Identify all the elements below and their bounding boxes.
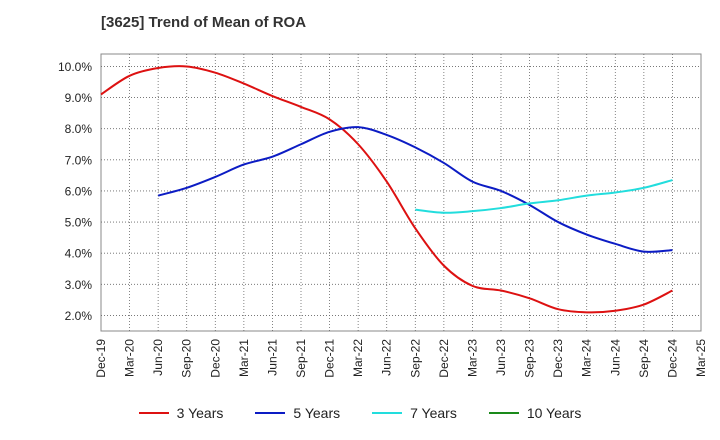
series-line-3-years [100,65,673,314]
legend-item-3-years: 3 Years [138,405,224,421]
x-tick-label: Dec-24 [665,339,679,378]
legend-label: 7 Years [410,405,457,421]
x-tick-label: Mar-21 [237,339,251,377]
x-tick-label: Jun-21 [265,339,279,376]
x-tick-label: Sep-20 [180,339,194,378]
y-tick-label: 9.0% [65,91,93,105]
y-tick-label: 7.0% [65,153,93,167]
x-tick-label: Mar-23 [465,339,479,377]
x-tick-label: Dec-21 [323,339,337,378]
legend-label: 5 Years [293,405,341,421]
y-tick-label: 10.0% [58,60,92,74]
x-tick-label: Sep-21 [294,339,308,378]
series-line-5-years [157,126,673,253]
x-tick-label: Sep-23 [523,339,537,378]
legend-swatch [372,412,403,414]
x-tick-label: Jun-24 [608,339,622,376]
x-tick-label: Sep-22 [408,339,422,378]
legend-label: 10 Years [526,405,582,421]
plot-area [100,53,702,332]
series-lines [100,65,673,314]
legend-swatch [138,412,169,414]
x-tick-label: Sep-24 [637,339,651,378]
x-tick-label: Dec-22 [437,339,451,378]
x-tick-label: Jun-22 [380,339,394,376]
legend-item-5-years: 5 Years [255,405,340,421]
x-tick-labels: Dec-19 Mar-20 Jun-20 Sep-20 Dec-20 Mar-21 Jun-… [94,339,708,378]
x-tick-label: Jun-23 [494,339,508,376]
legend-label: 3 Years [176,405,224,421]
x-tick-label: Dec-20 [208,339,222,378]
x-tick-label: Jun-20 [151,339,165,376]
legend-item-7-years: 7 Years [372,405,457,421]
x-tick-label: Mar-22 [351,339,365,377]
y-tick-labels: 10.0% 9.0% 8.0% 7.0% 6.0% 5.0% 4.0% 3.0% 2.0% [58,60,92,323]
legend: 3 Years 5 Years 7 Years 10 Years [0,405,720,421]
y-tick-label: 6.0% [65,184,93,198]
legend-swatch [488,412,519,414]
y-tick-label: 2.0% [65,309,93,323]
x-tick-label: Mar-20 [123,339,137,377]
y-tick-label: 3.0% [65,278,93,292]
x-tick-label: Dec-19 [94,339,108,378]
series-line-7-years [415,179,673,214]
y-tick-label: 8.0% [65,122,93,136]
legend-item-10-years: 10 Years [488,405,582,421]
gridlines [101,54,701,331]
y-tick-label: 5.0% [65,216,93,230]
x-tick-label: Mar-25 [694,339,708,377]
chart-title: [3625] Trend of Mean of ROA [101,14,307,31]
x-tick-label: Dec-23 [551,339,565,378]
x-tick-label: Mar-24 [580,339,594,377]
legend-swatch [255,412,286,414]
y-tick-label: 4.0% [65,247,93,261]
